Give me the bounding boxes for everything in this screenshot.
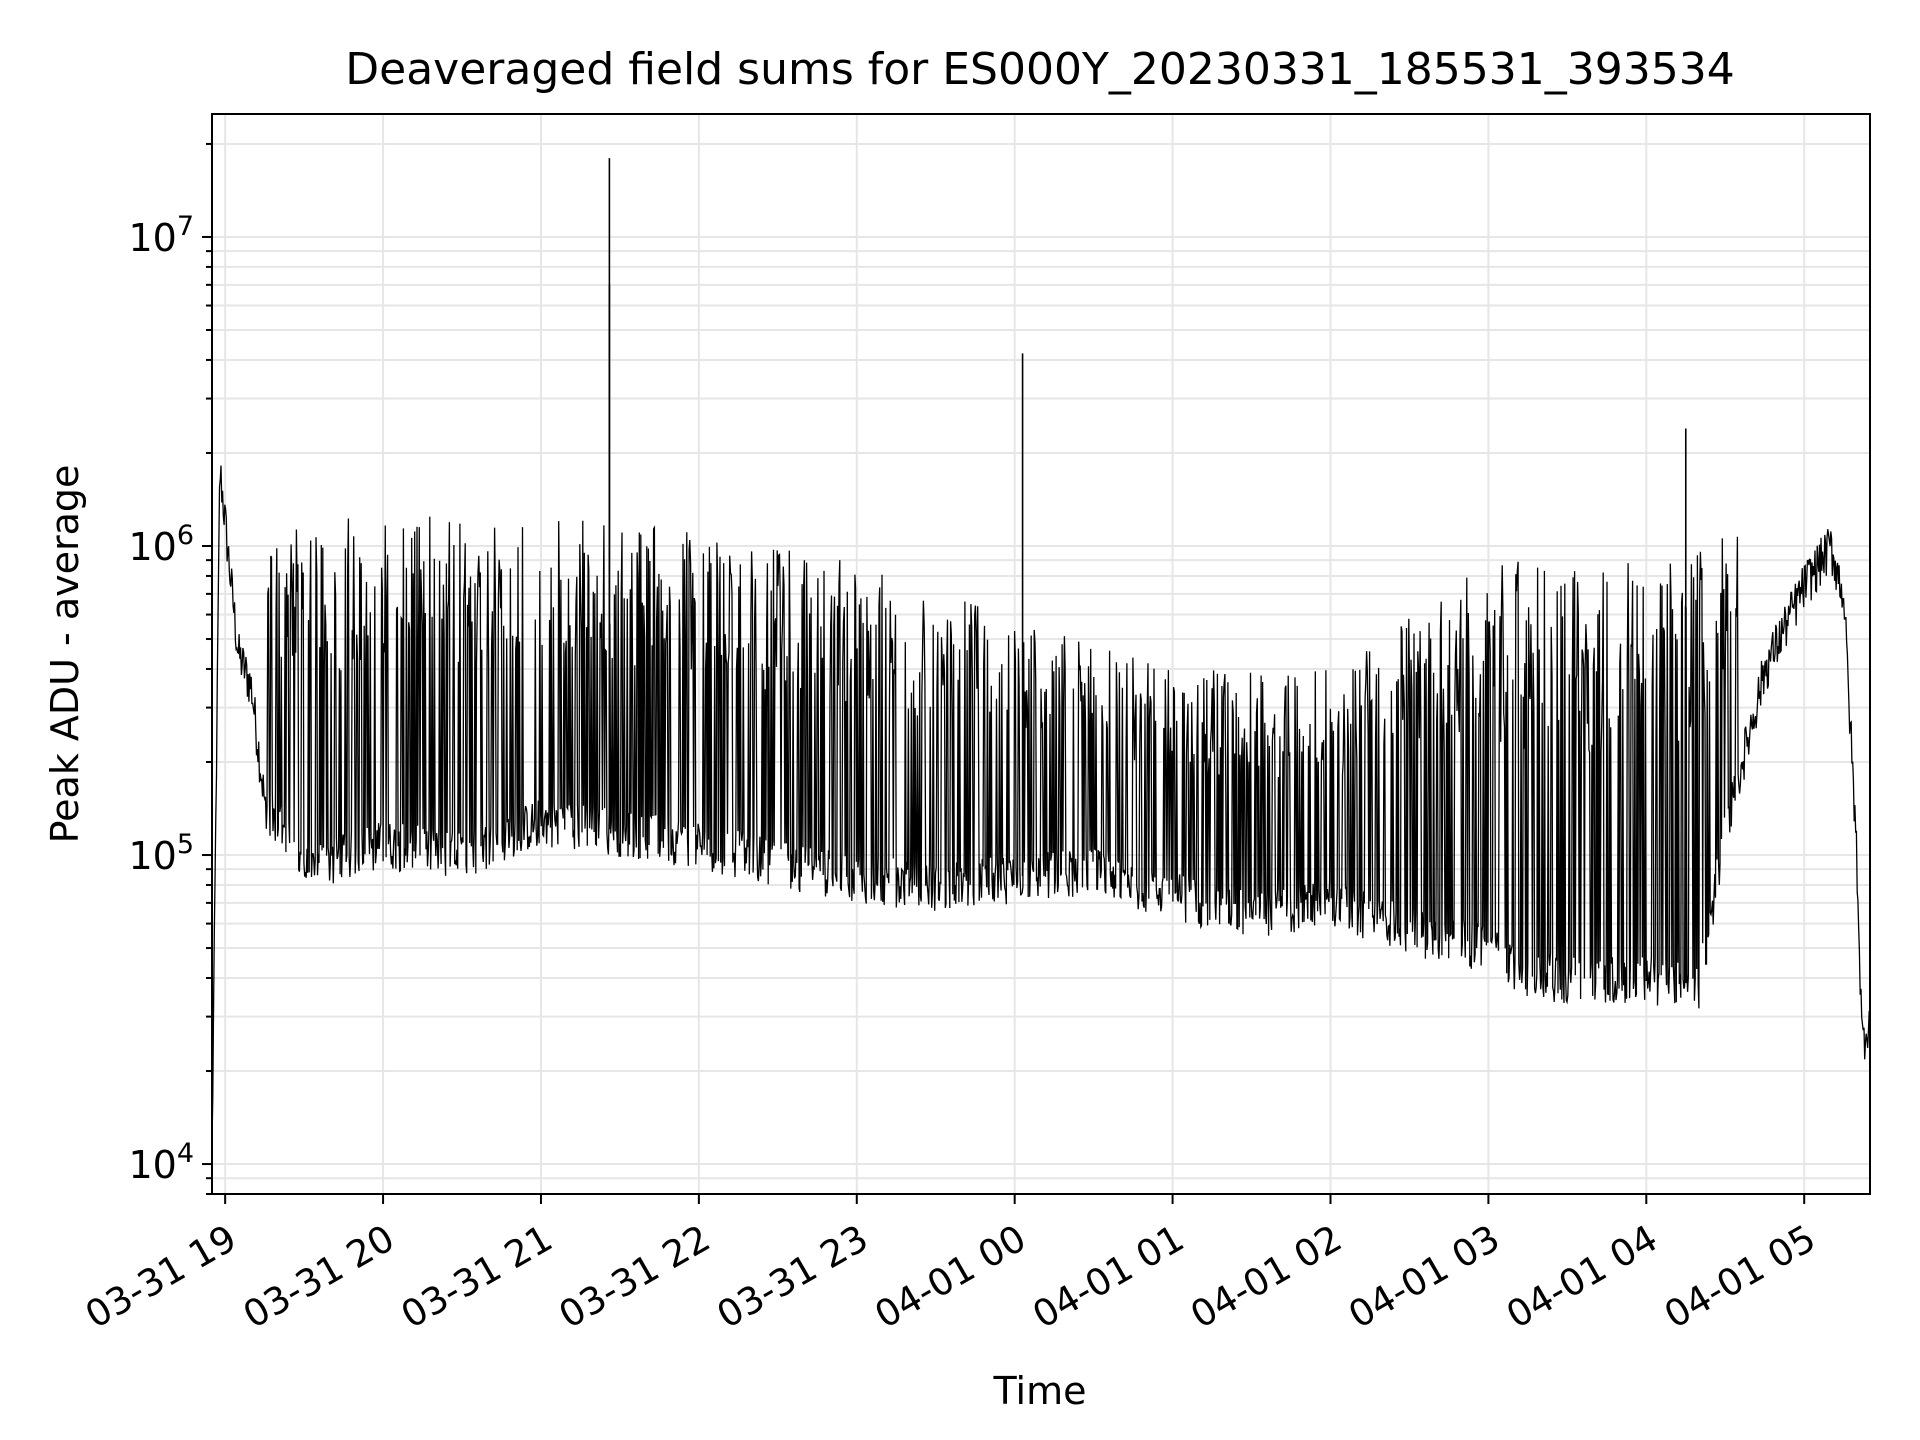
series-line <box>211 465 1871 1145</box>
y-tick-label: 104 <box>128 1138 194 1187</box>
x-tick-label: 04-01 05 <box>1657 1217 1823 1337</box>
x-tick-label: 03-31 20 <box>236 1217 402 1337</box>
x-tick-label: 03-31 19 <box>78 1217 244 1337</box>
y-axis: 104 105 106 107 <box>128 142 212 1195</box>
x-tick-label: 04-01 00 <box>868 1217 1034 1337</box>
chart-title: Deaveraged field sums for ES000Y_2023033… <box>345 44 1734 95</box>
plot-frame <box>211 113 1871 1195</box>
x-tick-label: 04-01 03 <box>1341 1217 1507 1337</box>
x-tick-label: 04-01 02 <box>1183 1217 1349 1337</box>
plot-area <box>211 158 1871 1145</box>
x-tick-label: 04-01 04 <box>1499 1217 1665 1337</box>
x-tick-label: 04-01 01 <box>1026 1217 1192 1337</box>
x-tick-label: 03-31 22 <box>552 1217 718 1337</box>
x-tick-label: 03-31 21 <box>394 1217 560 1337</box>
x-tick-label: 03-31 23 <box>710 1217 876 1337</box>
x-axis-label: Time <box>993 1369 1087 1413</box>
y-axis-label: Peak ADU - average <box>43 465 87 844</box>
y-tick-label: 105 <box>128 829 194 878</box>
y-tick-label: 106 <box>128 520 194 569</box>
y-tick-label: 107 <box>128 211 194 260</box>
